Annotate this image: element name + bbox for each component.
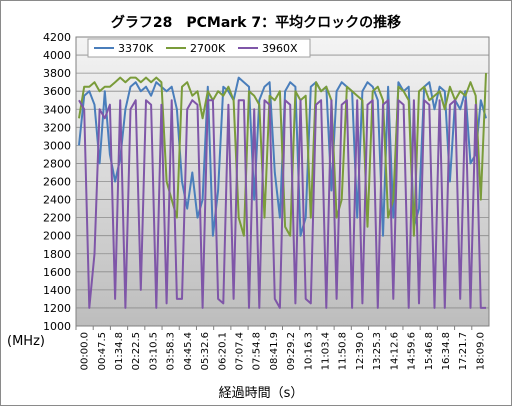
y-tick-label: 3000 [43, 139, 71, 152]
x-tick-label: 08:41.9 [269, 332, 280, 370]
y-tick-label: 2000 [43, 230, 71, 243]
x-tick-label: 03:10.5 [148, 332, 159, 370]
series-lines [78, 73, 487, 309]
x-tick-label: 02:22.5 [131, 332, 142, 370]
y-axis-ticks: 1000 1200 1400 1600 1800 2000 2200 2400 2600 2800… [43, 31, 71, 333]
y-tick-label: 1600 [43, 266, 71, 279]
y-tick-label: 3200 [43, 121, 71, 134]
x-tick-label: 00:47.5 [97, 332, 108, 370]
x-tick-label: 00:00.0 [80, 332, 91, 370]
legend-label-3960X: 3960X [262, 42, 298, 55]
x-tick-label: 05:32.6 [200, 332, 211, 370]
y-tick-label: 2400 [43, 194, 71, 207]
x-tick-label: 07:54.8 [252, 332, 263, 370]
x-tick-label: 12:39.0 [355, 332, 366, 370]
x-tick-label: 06:20.1 [217, 332, 228, 370]
y-tick-label: 4000 [43, 49, 71, 62]
y-tick-label: 4200 [43, 31, 71, 44]
series-line-3960X [78, 99, 486, 309]
x-tick-label: 17:21.7 [458, 332, 469, 370]
x-tick-label: 13:25.3 [372, 332, 383, 370]
y-axis-label: (MHz) [7, 334, 45, 349]
y-tick-label: 3400 [43, 103, 71, 116]
y-tick-label: 2200 [43, 212, 71, 225]
chart-title: グラフ28 PCMark 7：平均クロックの推移 [111, 14, 401, 31]
x-tick-label: 14:59.6 [407, 332, 418, 370]
y-tick-label: 1800 [43, 248, 71, 261]
y-tick-label: 3800 [43, 67, 71, 80]
x-tick-label: 01:34.8 [114, 332, 125, 370]
series-line-2700K [78, 73, 487, 237]
y-tick-label: 1200 [43, 302, 71, 315]
x-tick-label: 18:09.0 [475, 332, 486, 370]
legend-label-3370K: 3370K [118, 42, 154, 55]
y-tick-label: 3600 [43, 85, 71, 98]
legend-label-2700K: 2700K [190, 42, 226, 55]
legend: 3370K 2700K 3960X [87, 38, 311, 58]
x-tick-label: 15:46.8 [424, 332, 435, 370]
x-tick-label: 09:29.2 [286, 332, 297, 370]
y-tick-label: 2600 [43, 176, 71, 189]
x-tick-label: 10:16.3 [303, 332, 314, 370]
y-tick-label: 1000 [43, 320, 71, 333]
x-tick-label: 03:58.3 [166, 332, 177, 370]
y-tick-label: 2800 [43, 157, 71, 170]
x-tick-label: 16:34.8 [441, 332, 452, 370]
x-tick-label: 07:07.4 [234, 332, 245, 370]
legend-box [87, 38, 311, 58]
x-tick-label: 04:45.4 [183, 332, 194, 370]
x-tick-label: 11:03.4 [321, 332, 332, 370]
x-axis-label: 経過時間（s） [219, 386, 304, 401]
x-tick-label: 14:12.6 [389, 332, 400, 370]
x-axis-ticks: 00:00.0 00:47.5 01:34.8 02:22.5 03:10.5 03:58… [75, 326, 486, 370]
y-tick-label: 1400 [43, 284, 71, 297]
x-tick-label: 11:50.8 [338, 332, 349, 370]
